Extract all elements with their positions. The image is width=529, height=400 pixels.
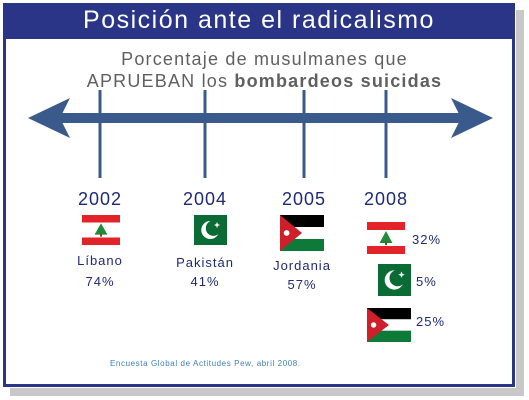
data-label: 32%	[412, 232, 442, 247]
timeline-arrowhead-right	[451, 98, 493, 138]
chart-title: Posición ante el radicalismo	[83, 6, 435, 34]
year-label-2008: 2008	[363, 189, 409, 209]
data-label: 5%	[416, 274, 437, 289]
jordan-flag	[280, 215, 324, 251]
subtitle-line-1: Porcentaje de musulmanes que	[121, 49, 408, 69]
subtitle-line-2: APRUEBAN los bombardeos suicidas	[0, 71, 529, 92]
flag-layer	[82, 215, 411, 342]
year-tick-2005	[302, 90, 306, 178]
lebanon-flag	[82, 215, 120, 245]
jordan-flag	[367, 308, 411, 342]
data-label: 57%	[287, 277, 317, 292]
subtitle-line-2-emphasis: bombardeos suicidas	[234, 71, 443, 91]
country-label: Jordania	[273, 258, 331, 273]
data-label: 74%	[85, 274, 115, 289]
slide-frame	[3, 3, 515, 387]
year-tick-2002	[98, 90, 102, 178]
timeline-shaft	[55, 113, 470, 123]
frame-shadow-right	[516, 10, 524, 392]
year-tick-2008	[384, 90, 388, 178]
frame-shadow-bottom	[10, 388, 524, 396]
source-note: Encuesta Global de Actitudes Pew, abril …	[110, 359, 301, 368]
year-label-2002: 2002	[77, 189, 123, 209]
timeline-arrowhead-left	[28, 98, 70, 138]
title-bar: Posición ante el radicalismo	[3, 3, 515, 39]
country-label: Pakistán	[176, 255, 234, 270]
data-label: 25%	[416, 314, 446, 329]
lebanon-flag	[367, 222, 405, 254]
pakistan-flag	[367, 264, 411, 296]
country-label: Líbano	[77, 253, 123, 268]
timeline-arrow	[28, 90, 493, 178]
year-label-2004: 2004	[182, 189, 228, 209]
subtitle-line-2-prefix: APRUEBAN los	[86, 71, 235, 91]
year-label-2005: 2005	[281, 189, 327, 209]
year-tick-2004	[203, 90, 207, 178]
pakistan-flag	[183, 215, 227, 245]
data-label: 41%	[190, 274, 220, 289]
